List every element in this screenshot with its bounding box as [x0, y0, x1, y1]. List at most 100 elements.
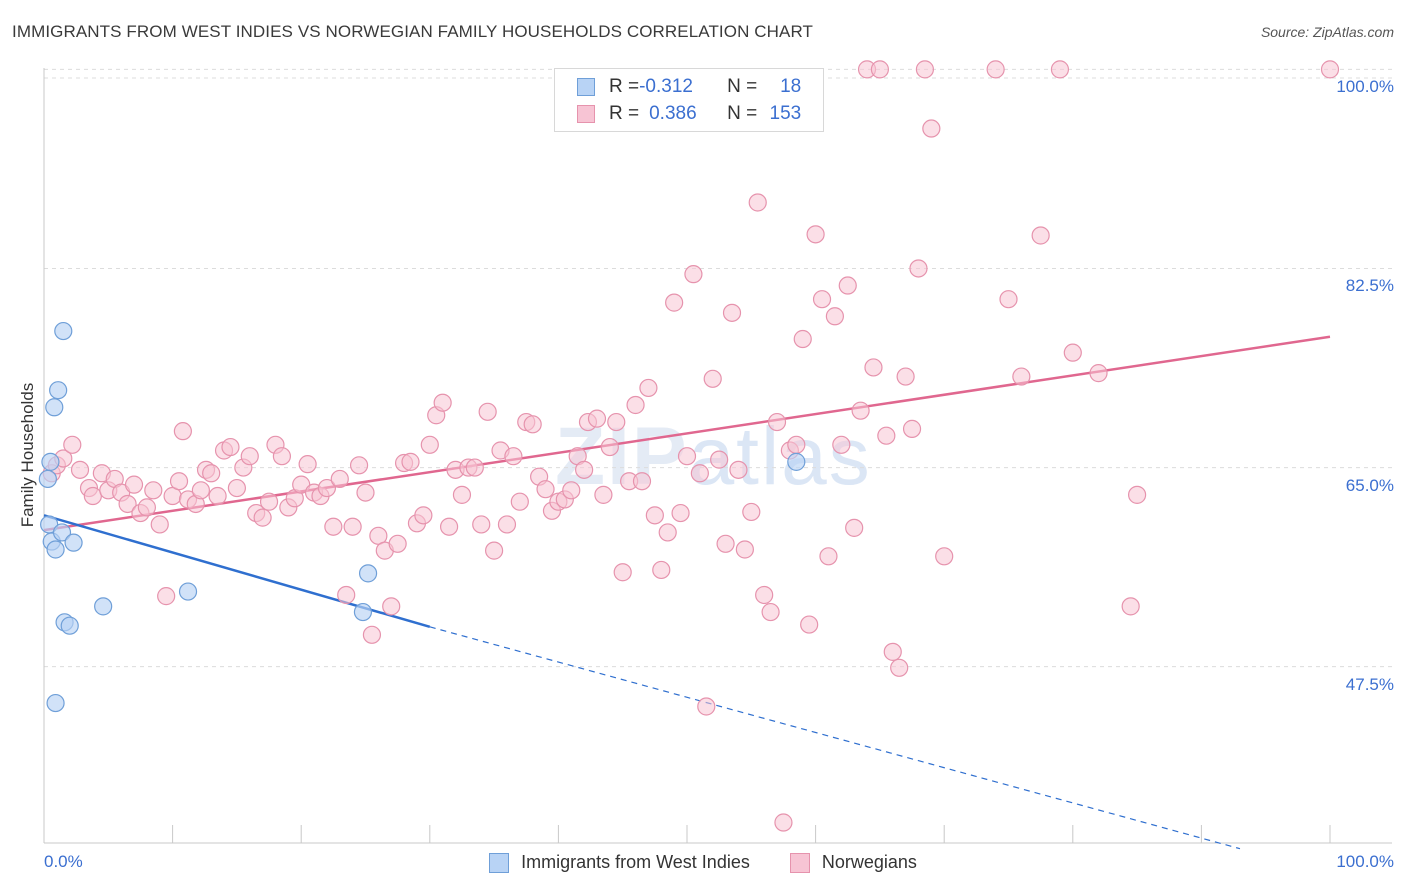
point-norwegians	[388, 534, 407, 553]
y-tick-label: 100.0%	[1336, 77, 1394, 97]
point-norwegians	[157, 587, 176, 606]
legend-n-value: 18	[780, 76, 802, 97]
point-norwegians	[173, 422, 192, 441]
gridlines	[44, 68, 1392, 668]
point-norwegians	[935, 547, 954, 566]
data-points	[38, 60, 1340, 832]
point-norwegians	[735, 540, 754, 559]
point-west-indies	[38, 469, 57, 489]
y-tick-label: 65.0%	[1345, 475, 1394, 495]
point-norwegians	[504, 447, 523, 466]
point-norwegians	[832, 435, 851, 454]
point-norwegians	[793, 329, 812, 349]
point-norwegians	[1320, 60, 1340, 79]
series-legend-norwegians: Norwegians	[789, 852, 917, 873]
point-norwegians	[452, 485, 472, 504]
legend-r-value: -0.312	[639, 76, 693, 97]
point-norwegians	[632, 472, 652, 491]
point-norwegians	[240, 447, 259, 466]
point-norwegians	[710, 450, 729, 469]
point-norwegians	[851, 401, 870, 420]
point-west-indies	[54, 321, 73, 341]
point-norwegians	[191, 481, 210, 500]
point-norwegians	[382, 597, 401, 616]
y-tick-label: 47.5%	[1345, 674, 1394, 694]
point-norwegians	[915, 60, 935, 79]
point-norwegians	[697, 697, 716, 716]
point-norwegians	[896, 367, 915, 386]
series-name: Immigrants from West Indies	[521, 852, 750, 872]
point-norwegians	[63, 435, 82, 454]
series-name: Norwegians	[821, 852, 917, 872]
point-norwegians	[1031, 226, 1050, 245]
legend-r-label: R =	[609, 76, 640, 97]
legend-row-west-indies: R = -0.312 N = 18	[577, 75, 801, 99]
point-norwegians	[1121, 597, 1140, 616]
point-norwegians	[825, 307, 844, 326]
point-west-indies	[60, 616, 79, 635]
point-norwegians	[838, 276, 857, 295]
point-norwegians	[523, 415, 542, 434]
point-norwegians	[317, 478, 337, 498]
point-norwegians	[465, 458, 484, 477]
point-norwegians	[118, 494, 137, 514]
point-norwegians	[362, 625, 382, 644]
series-swatch-blue	[489, 852, 510, 873]
point-norwegians	[150, 515, 169, 534]
point-west-indies	[46, 540, 65, 559]
point-west-indies	[45, 398, 64, 417]
point-norwegians	[600, 437, 619, 457]
point-norwegians	[298, 455, 317, 474]
series-swatch-pink	[789, 852, 810, 873]
point-norwegians	[510, 492, 529, 511]
point-norwegians	[729, 460, 748, 479]
point-west-indies	[178, 582, 198, 601]
point-norwegians	[774, 813, 793, 832]
point-norwegians	[716, 534, 735, 553]
point-west-indies	[358, 564, 378, 583]
point-norwegians	[767, 412, 787, 432]
point-norwegians	[343, 517, 362, 536]
point-norwegians	[812, 290, 832, 309]
point-norwegians	[922, 119, 941, 138]
point-norwegians	[748, 193, 767, 212]
point-norwegians	[272, 447, 292, 466]
point-norwegians	[472, 515, 491, 534]
point-norwegians	[337, 585, 356, 605]
point-norwegians	[722, 303, 742, 322]
point-norwegians	[883, 642, 902, 661]
point-norwegians	[658, 523, 677, 542]
point-norwegians	[877, 426, 896, 445]
point-norwegians	[909, 259, 928, 278]
y-axis-label: Family Households	[18, 382, 37, 528]
point-norwegians	[259, 492, 279, 511]
point-norwegians	[324, 517, 343, 536]
point-norwegians	[652, 560, 671, 580]
trend-lines	[43, 335, 1331, 850]
point-norwegians	[690, 464, 709, 483]
series-legend: Immigrants from West Indies Norwegians	[0, 852, 1406, 873]
point-norwegians	[613, 563, 632, 582]
point-norwegians	[1089, 364, 1108, 383]
point-norwegians	[575, 460, 594, 479]
source-label: Source: ZipAtlas.com	[1260, 24, 1394, 40]
point-norwegians	[639, 378, 658, 398]
point-norwegians	[755, 585, 774, 605]
point-norwegians	[349, 456, 369, 475]
legend-n-label: N =	[727, 76, 758, 97]
point-norwegians	[401, 452, 420, 471]
legend-r-label: R =	[609, 103, 640, 124]
point-norwegians	[1050, 60, 1070, 79]
point-norwegians	[587, 409, 607, 428]
legend-row-norwegians: R = 0.386 N = 153	[577, 102, 801, 126]
point-norwegians	[221, 437, 240, 457]
point-norwegians	[986, 60, 1005, 79]
legend-n-label: N =	[727, 103, 758, 124]
point-norwegians	[671, 503, 690, 523]
point-west-indies	[46, 693, 65, 713]
point-norwegians	[330, 469, 349, 489]
point-norwegians	[124, 475, 144, 494]
stats-legend: R = -0.312 N = 18 R = 0.386 N = 153	[554, 68, 824, 132]
point-west-indies	[787, 452, 806, 471]
point-norwegians	[761, 602, 780, 622]
